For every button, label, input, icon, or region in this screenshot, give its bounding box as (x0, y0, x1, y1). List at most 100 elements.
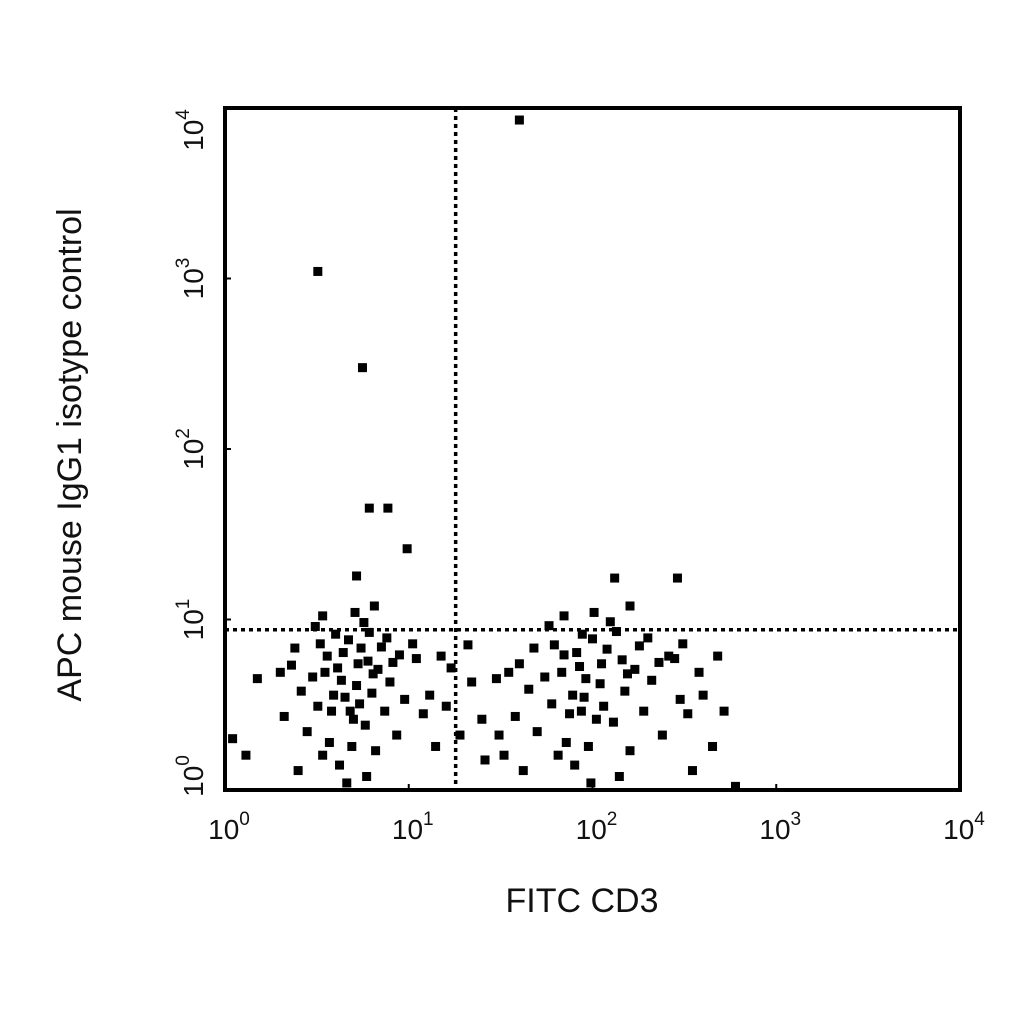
point (241, 750, 251, 760)
point (477, 714, 487, 724)
point (252, 674, 262, 684)
point (611, 627, 621, 637)
point (320, 667, 330, 677)
point (376, 642, 386, 652)
point (504, 667, 514, 677)
point (357, 363, 367, 373)
point (654, 657, 664, 667)
point (368, 669, 378, 679)
point (639, 706, 649, 716)
point (394, 650, 404, 660)
point (561, 737, 571, 747)
point (670, 654, 680, 664)
x-tick-label: 101 (392, 809, 434, 845)
point (318, 611, 328, 621)
point (581, 674, 591, 684)
point (463, 640, 473, 650)
point (572, 648, 582, 658)
point (279, 711, 289, 721)
x-tick-exponent: 1 (423, 809, 434, 830)
point (510, 711, 520, 721)
x-tick-base: 10 (943, 814, 974, 845)
point (329, 690, 339, 700)
point (532, 727, 542, 737)
y-axis-title: APC mouse IgG1 isotype control (51, 208, 89, 701)
y-tick-exponent: 1 (173, 599, 194, 610)
point (625, 601, 635, 611)
point (630, 664, 640, 674)
point (544, 621, 554, 631)
point (524, 684, 534, 694)
point (345, 706, 355, 716)
point (553, 750, 563, 760)
point (318, 750, 328, 760)
point (672, 573, 682, 583)
point (595, 679, 605, 689)
point (491, 674, 501, 684)
point (369, 601, 379, 611)
x-tick-exponent: 0 (239, 809, 250, 830)
point (625, 746, 635, 756)
y-tick-base: 10 (178, 766, 209, 797)
point (313, 701, 323, 711)
point (559, 611, 569, 621)
point (557, 667, 567, 677)
point (617, 655, 627, 665)
point (335, 760, 345, 770)
point (570, 760, 580, 770)
point (664, 651, 674, 661)
point (355, 699, 365, 709)
point (364, 503, 374, 513)
y-tick-base: 10 (178, 120, 209, 151)
point (719, 706, 729, 716)
point (293, 766, 303, 776)
point (302, 727, 312, 737)
point (308, 672, 318, 682)
y-tick-exponent: 2 (173, 428, 194, 439)
y-tick-base: 10 (178, 609, 209, 640)
point (568, 690, 578, 700)
point (343, 635, 353, 645)
point (313, 266, 323, 276)
point (383, 503, 393, 513)
point (657, 730, 667, 740)
point (620, 686, 630, 696)
point (586, 778, 596, 788)
point (286, 660, 296, 670)
point (431, 741, 441, 751)
point (713, 651, 723, 661)
point (647, 675, 657, 685)
point (380, 706, 390, 716)
y-tick-exponent: 0 (173, 755, 194, 766)
point (327, 706, 337, 716)
point (730, 781, 740, 791)
point (608, 717, 618, 727)
x-tick-base: 10 (208, 814, 239, 845)
point (549, 640, 559, 650)
point (480, 755, 490, 765)
point (687, 766, 697, 776)
point (362, 771, 372, 781)
y-tick-label: 103 (173, 258, 209, 300)
point (388, 657, 398, 667)
point (402, 544, 412, 554)
point (455, 730, 465, 740)
y-tick-label: 101 (173, 599, 209, 641)
x-tick-label: 100 (208, 809, 250, 845)
plot-frame (223, 106, 962, 792)
point (367, 688, 377, 698)
point (467, 677, 477, 687)
point (336, 675, 346, 685)
point (708, 741, 718, 751)
point (605, 617, 615, 627)
point (514, 115, 524, 125)
point (589, 607, 599, 617)
point (350, 607, 360, 617)
y-tick-exponent: 3 (173, 258, 194, 269)
point (359, 618, 369, 628)
x-tick-label: 102 (576, 809, 618, 845)
point (547, 699, 557, 709)
y-tick-label: 102 (173, 428, 209, 470)
x-tick-base: 10 (392, 814, 423, 845)
